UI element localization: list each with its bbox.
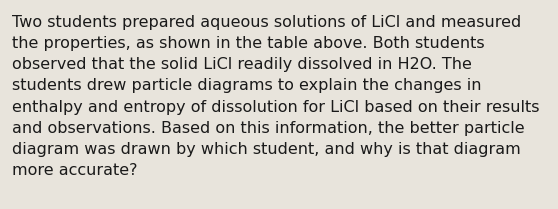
Text: Two students prepared aqueous solutions of LiCl and measured
the properties, as : Two students prepared aqueous solutions …	[12, 15, 540, 178]
